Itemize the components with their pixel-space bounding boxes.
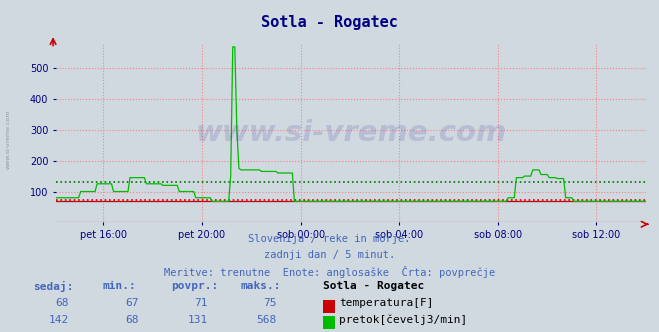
Text: Sotla - Rogatec: Sotla - Rogatec [261,15,398,30]
Text: 68: 68 [125,315,138,325]
Text: 142: 142 [49,315,69,325]
Text: Sotla - Rogatec: Sotla - Rogatec [323,281,424,290]
Text: Slovenija / reke in morje.: Slovenija / reke in morje. [248,234,411,244]
Text: pretok[čevelj3/min]: pretok[čevelj3/min] [339,315,468,325]
Text: sedaj:: sedaj: [33,281,73,291]
Text: www.si-vreme.com: www.si-vreme.com [195,119,507,147]
Text: maks.:: maks.: [241,281,281,290]
Text: povpr.:: povpr.: [171,281,219,290]
Text: 68: 68 [56,298,69,308]
Text: 568: 568 [256,315,277,325]
Text: 75: 75 [264,298,277,308]
Text: zadnji dan / 5 minut.: zadnji dan / 5 minut. [264,250,395,260]
Text: 71: 71 [194,298,208,308]
Text: temperatura[F]: temperatura[F] [339,298,434,308]
Text: 67: 67 [125,298,138,308]
Text: Meritve: trenutne  Enote: anglosaške  Črta: povprečje: Meritve: trenutne Enote: anglosaške Črta… [164,266,495,278]
Text: min.:: min.: [102,281,136,290]
Text: 131: 131 [187,315,208,325]
Text: www.si-vreme.com: www.si-vreme.com [5,110,11,169]
